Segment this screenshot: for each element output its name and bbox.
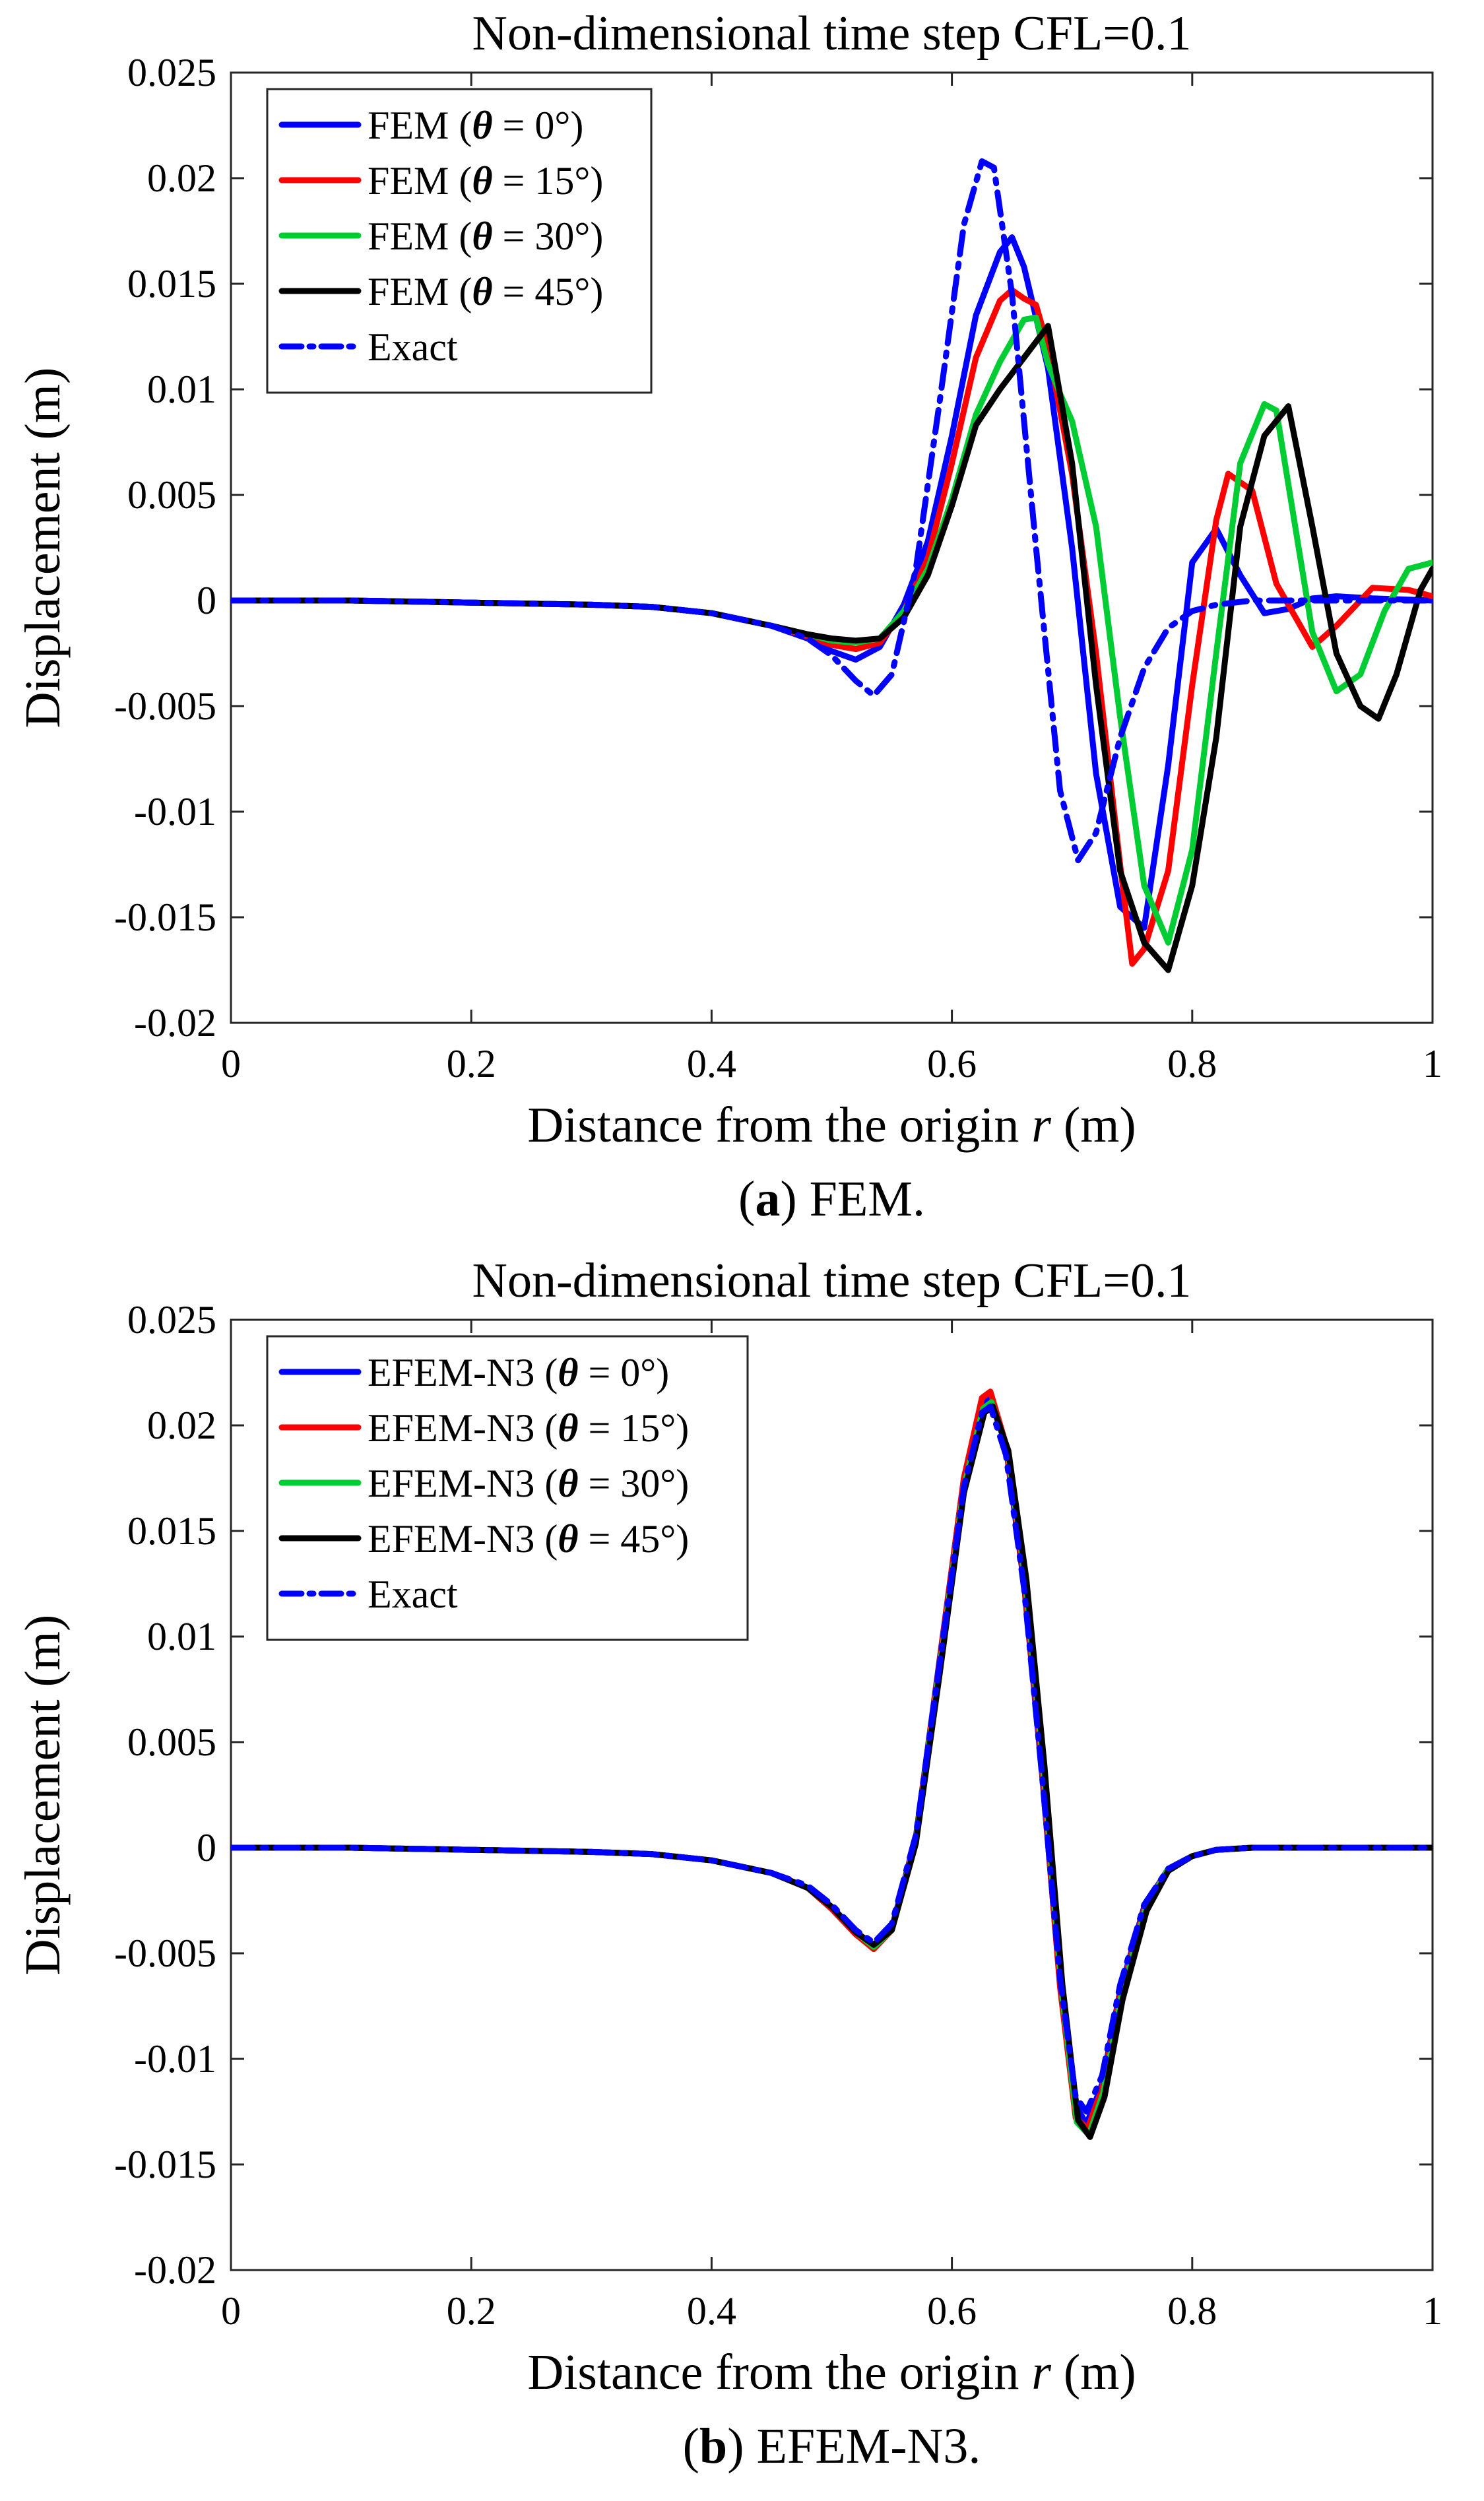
series-line [231,323,1433,973]
x-axis-label: Distance from the origin r (m) [527,2345,1136,2400]
legend-entry-label: EFEM-N3 (θ = 45°) [368,1517,689,1561]
y-tick-label: 0.01 [147,368,216,411]
x-tick-label: 1 [1423,2289,1442,2333]
plot-area-frame [230,71,1434,1024]
x-tick-label: 0.4 [687,2289,736,2333]
legend-entry-label: FEM (θ = 45°) [368,270,603,313]
chart-title: Non-dimensional time step CFL=0.1 [472,7,1192,61]
x-tick-label: 0 [221,2289,241,2333]
x-tick-label: 0.4 [687,1042,736,1086]
y-tick-label: -0.02 [134,2248,216,2292]
series-group [231,1388,1433,2140]
y-tick-label: 0.02 [147,1404,216,1447]
chart-title: Non-dimensional time step CFL=0.1 [472,1254,1192,1308]
legend-entry-label: EFEM-N3 (θ = 15°) [368,1406,689,1450]
y-tick-label: 0.005 [127,1720,216,1764]
y-tick-label: -0.015 [114,895,216,939]
legend-entry-label: FEM (θ = 0°) [368,104,583,147]
x-tick-label: 0.8 [1167,1042,1217,1086]
x-tick-label: 0 [221,1042,241,1086]
x-tick-label: 0.6 [927,1042,977,1086]
y-tick-label: -0.005 [114,684,216,728]
x-tick-label: 0.8 [1167,2289,1217,2333]
legend-entry-label: Exact [368,325,458,369]
y-tick-label: 0 [197,579,216,622]
y-tick-label: 0.025 [127,51,216,94]
y-tick-label: 0.025 [127,1298,216,1342]
legend-box [266,88,653,394]
y-tick-label: 0.005 [127,473,216,517]
y-tick-label: -0.02 [134,1001,216,1045]
series-line [231,158,1433,864]
series-line [231,314,1433,946]
y-tick-label: -0.005 [114,1932,216,1975]
y-tick-label: -0.01 [134,2037,216,2081]
chart-a: Non-dimensional time step CFL=0.1 0 0.2 0.4… [15,7,1442,1227]
x-tick-label: 0.2 [447,2289,496,2333]
y-tick-label: -0.015 [114,2143,216,2186]
figure-caption: (a) FEM. [738,1171,925,1227]
y-axis-label: Displacement (m) [15,368,71,729]
x-axis-label: Distance from the origin r (m) [527,1097,1136,1153]
x-tick-label: 0.6 [927,2289,977,2333]
x-tick-label: 1 [1423,1042,1442,1086]
series-line [231,1403,1433,2115]
y-tick-label: 0.01 [147,1615,216,1658]
y-axis-label: Displacement (m) [15,1615,71,1976]
figure-caption: (b) EFEM-N3. [683,2419,981,2474]
legend: EFEM-N3 (θ = 0°) EFEM-N3 (θ = 15°) EFEM-N3… [266,1335,749,1641]
legend: FEM (θ = 0°) FEM (θ = 15°) FEM (θ = 30°) FE… [266,88,653,394]
legend-entry-label: Exact [368,1573,458,1616]
legend-entry-label: EFEM-N3 (θ = 30°) [368,1462,689,1505]
chart-b: Non-dimensional time step CFL=0.1 0 0.2 0.4… [15,1254,1442,2474]
plot-area-frame [230,1318,1434,2271]
legend-entry-label: FEM (θ = 30°) [368,214,603,258]
y-tick-label: 0 [197,1826,216,1869]
x-tick-label: 0.2 [447,1042,496,1086]
y-tick-label: 0.015 [127,262,216,306]
series-group [231,158,1433,973]
legend-box [266,1335,749,1641]
y-tick-label: 0.02 [147,156,216,200]
legend-entry-label: EFEM-N3 (θ = 0°) [368,1351,669,1394]
y-tick-label: 0.015 [127,1509,216,1553]
y-tick-label: -0.01 [134,790,216,833]
legend-entry-label: FEM (θ = 15°) [368,159,603,203]
